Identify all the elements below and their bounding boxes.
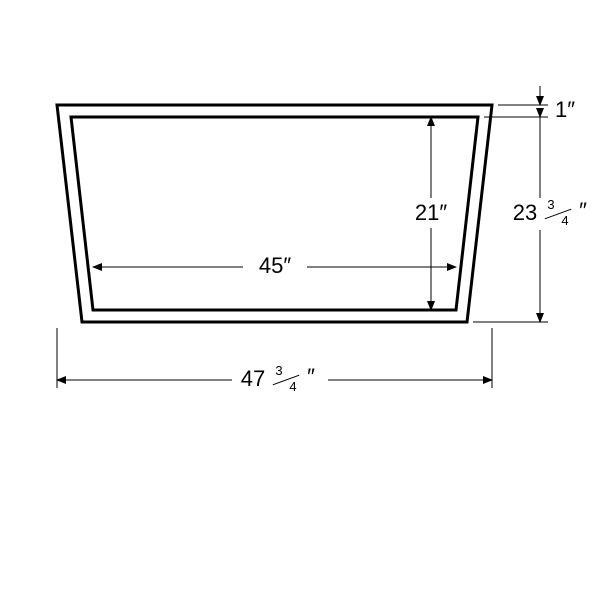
dim-inner-width-label: 45″ xyxy=(259,253,291,278)
dimension-drawing: 45″ 47 3 4 ″ 21″ 1″ 23 3 4 ″ xyxy=(0,0,600,600)
svg-text:4: 4 xyxy=(561,213,568,228)
dim-inner-height-label: 21″ xyxy=(415,200,447,225)
svg-text:″: ″ xyxy=(579,198,587,223)
svg-text:47: 47 xyxy=(241,366,265,391)
svg-text:4: 4 xyxy=(289,379,296,394)
svg-text:23: 23 xyxy=(513,200,537,225)
svg-text:3: 3 xyxy=(547,197,554,212)
svg-text:3: 3 xyxy=(275,363,282,378)
dim-top-frame-label: 1″ xyxy=(555,97,575,122)
svg-text:″: ″ xyxy=(307,364,315,389)
dim-outer-height-label: 23 3 4 ″ xyxy=(513,197,587,228)
